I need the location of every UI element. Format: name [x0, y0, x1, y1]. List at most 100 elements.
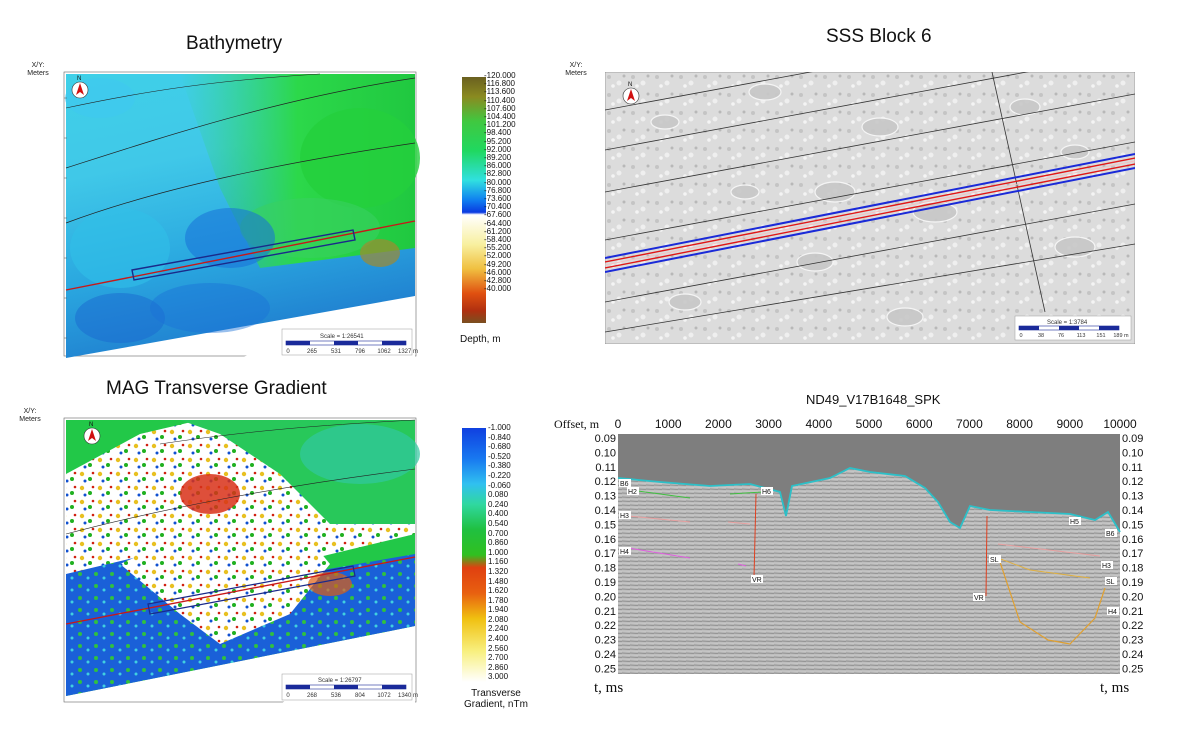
colorbar-tick-label: -101.200 — [484, 120, 516, 130]
y-tick-label: 0.13 — [595, 491, 616, 503]
mag-title: MAG Transverse Gradient — [106, 378, 327, 399]
y-tick-label: 0.22 — [1122, 620, 1143, 632]
colorbar-tick-label: 0.080 — [488, 490, 509, 500]
y-tick-label: 0.10 — [595, 447, 616, 459]
colorbar-tick-label: -49.200 — [484, 259, 512, 269]
y-tick-label: 0.25 — [595, 663, 616, 675]
scale-tick-label: 38 — [1038, 333, 1044, 339]
colorbar-tick-label: -0.060 — [488, 480, 511, 490]
colorbar-tick-label: 2.240 — [488, 624, 509, 634]
scale-tick-label: 804 — [355, 693, 366, 699]
colorbar-tick-label: 2.080 — [488, 614, 509, 624]
y-tick-label: 0.20 — [595, 591, 616, 603]
y-tick-label: 0.11 — [595, 462, 616, 474]
y-tick-label: 0.12 — [1122, 476, 1143, 488]
colorbar-tick-label: 0.240 — [488, 499, 509, 509]
colorbar-tick-label: -42.800 — [484, 276, 512, 286]
horizon-label-bg — [973, 593, 985, 601]
north-arrow-icon: N — [622, 82, 640, 105]
colorbar-tick-label: -80.000 — [484, 177, 512, 187]
seismic-title: ND49_V17B1648_SPK — [806, 392, 941, 407]
colorbar-tick-label: -1.000 — [488, 423, 511, 432]
horizon-label: SL — [1106, 579, 1115, 586]
scale-tick-label: 1340 m — [398, 693, 418, 699]
scale-tick-label: 76 — [1058, 333, 1064, 339]
scale-tick-label: 531 — [331, 349, 342, 355]
scale-tick-label: 268 — [307, 693, 318, 699]
colorbar-tick-label: 0.860 — [488, 538, 509, 548]
y-tick-label: 0.24 — [595, 649, 616, 661]
bathymetry-colorbar — [462, 77, 486, 323]
colorbar-tick-label: 0.700 — [488, 528, 509, 538]
y-tick-label: 0.21 — [595, 606, 616, 618]
horizon-label-bg — [1105, 529, 1117, 537]
y-tick-label: 0.21 — [1122, 606, 1143, 618]
colorbar-tick-label: -52.000 — [484, 251, 512, 261]
horizon-label: VR — [752, 577, 762, 584]
y-axis-label-right: t, ms — [1100, 680, 1129, 696]
x-tick-label: 2000 — [705, 417, 732, 431]
y-tick-label: 0.10 — [1122, 447, 1143, 459]
bathymetry-map[interactable]: N Scale = 1:26541 0 265 531 796 1062 1327 m — [60, 68, 420, 360]
scale-tick-label: 113 — [1077, 333, 1086, 339]
y-tick-label: 0.18 — [595, 563, 616, 575]
horizon-label-bg — [989, 555, 1001, 563]
horizon-label-bg — [619, 547, 631, 555]
colorbar-tick-label: 1.320 — [488, 566, 509, 576]
y-tick-label: 0.23 — [595, 635, 616, 647]
colorbar-tick-label: 2.860 — [488, 662, 509, 672]
colorbar-tick-label: -113.600 — [484, 87, 515, 97]
x-tick-label: 9000 — [1056, 417, 1083, 431]
colorbar-tick-label: -61.200 — [484, 226, 512, 236]
colorbar-tick-label: 1.000 — [488, 547, 509, 557]
svg-text:Scale = 1:3784: Scale = 1:3784 — [1047, 320, 1088, 326]
mag-scale-bar: Scale = 1:26797 0 268 536 804 1072 1340 m — [281, 673, 418, 701]
scale-tick-label: 1062 — [377, 349, 391, 355]
mag-map[interactable]: N Scale = 1:26797 0 268 536 804 1072 1340 m — [60, 414, 420, 706]
sss-xy-label: X/Y: Meters — [565, 62, 587, 77]
bathymetry-colorbar-labels: -120.000 -116.800 -113.600 -110.400 -107.600… — [484, 71, 516, 293]
scale-tick-label: 1072 — [377, 693, 391, 699]
seismic-section[interactable]: Offset, m 0 1000 2000 3000 4000 5000 6000 7000 8… — [550, 412, 1180, 702]
mag-xy-label: X/Y: Meters — [19, 408, 41, 423]
colorbar-tick-label: -73.600 — [484, 194, 512, 204]
y-tick-label: 0.15 — [1122, 519, 1143, 531]
horizon-label: H5 — [1070, 519, 1079, 526]
horizon-label: VR — [974, 595, 984, 602]
colorbar-tick-label: -120.000 — [484, 71, 516, 80]
sss-title: SSS Block 6 — [826, 26, 932, 47]
svg-text:Scale = 1:26541: Scale = 1:26541 — [320, 334, 364, 340]
horizon-label-bg — [761, 487, 773, 495]
horizon-label: H2 — [628, 489, 637, 496]
horizon-label: H3 — [1102, 563, 1111, 570]
y-tick-label: 0.16 — [595, 534, 616, 546]
colorbar-tick-label: -116.800 — [484, 79, 515, 89]
horizon-label: B6 — [1106, 531, 1115, 538]
scale-tick-label: 1327 m — [398, 349, 418, 355]
horizon-label-bg — [1101, 561, 1113, 569]
mag-colorbar-title: Transverse Gradient, nTm — [464, 688, 528, 710]
colorbar-tick-label: -110.400 — [484, 95, 515, 105]
bathymetry-title: Bathymetry — [186, 33, 283, 54]
colorbar-tick-label: 3.000 — [488, 672, 509, 682]
colorbar-tick-label: 1.940 — [488, 605, 509, 615]
sss-image[interactable]: N Scale = 1:3784 0 38 76 113 151 189 m — [605, 72, 1135, 344]
y-tick-label: 0.17 — [595, 548, 616, 560]
y-tick-label: 0.19 — [595, 577, 616, 589]
colorbar-tick-label: -76.800 — [484, 185, 512, 195]
colorbar-tick-label: -64.400 — [484, 218, 512, 228]
bathymetry-scale-bar: Scale = 1:26541 0 265 531 796 1062 1327 m — [281, 328, 418, 356]
scale-tick-label: 536 — [331, 693, 342, 699]
y-tick-label: 0.14 — [1122, 505, 1143, 517]
horizon-label: H4 — [1108, 609, 1117, 616]
horizon-label: H3 — [620, 513, 629, 520]
y-axis-label-left: t, ms — [594, 680, 623, 696]
horizon-label-bg — [619, 511, 631, 519]
colorbar-tick-label: -55.200 — [484, 243, 512, 253]
y-tick-label: 0.19 — [1122, 577, 1143, 589]
colorbar-tick-label: 1.480 — [488, 576, 509, 586]
colorbar-tick-label: 2.400 — [488, 634, 509, 644]
colorbar-tick-label: 2.560 — [488, 643, 509, 653]
x-tick-label: 10000 — [1103, 417, 1137, 431]
y-tick-label: 0.22 — [595, 620, 616, 632]
